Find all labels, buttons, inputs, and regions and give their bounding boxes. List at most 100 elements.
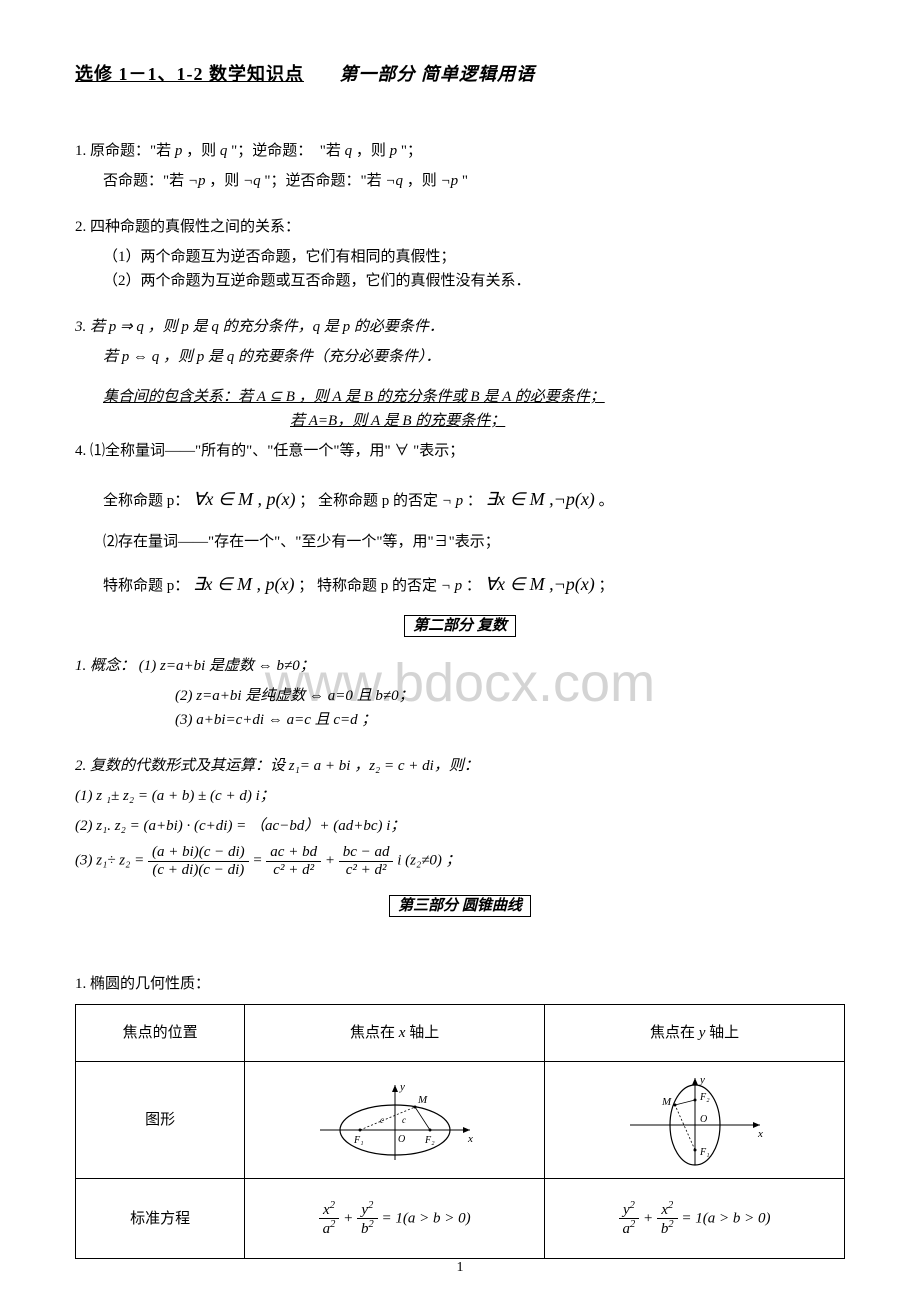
section-2-title: 第二部分 复数 <box>404 615 516 637</box>
svg-text:y: y <box>699 1074 705 1086</box>
td-eq-x: x2a2 + y2b2 = 1(a > b > 0) <box>245 1179 545 1259</box>
complex-1a: 1. 概念： (1) z=a+bi 是虚数 ⇔ b≠0； <box>75 654 845 678</box>
text: i <box>397 853 401 869</box>
frac-den: c² + d² <box>339 862 394 879</box>
section-3-header: 第三部分 圆锥曲线 <box>75 894 845 918</box>
var-negq: ¬q <box>385 173 403 189</box>
text: "； <box>397 143 422 159</box>
item-1: 1. 原命题："若 p ，则 q "；逆命题： "若 q ，则 p "； <box>75 139 845 163</box>
text: 特称命题 p： <box>103 578 189 594</box>
td-graph-label: 图形 <box>76 1062 245 1179</box>
text: 1. 原命题："若 <box>75 143 175 159</box>
svg-text:x: x <box>757 1128 763 1140</box>
text: ，则 <box>352 143 390 159</box>
text: ： <box>466 578 481 594</box>
fraction-3: bc − ad c² + d² <box>339 844 394 878</box>
item-2: 2. 四种命题的真假性之间的关系： <box>75 215 845 239</box>
svg-text:O: O <box>700 1114 707 1125</box>
complex-1c: (3) a+bi=c+di ⇔ a=c 且 c=d ； <box>175 708 845 732</box>
frac-den: (c + di)(c − di) <box>148 862 249 879</box>
set-rel-1: 集合间的包含关系：若 A ⊆ B ，则 A 是 B 的充分条件或 B 是 A 的… <box>103 385 845 409</box>
item-3b: 若 p ⇔ q ，则 p 是 q 的充要条件（充分必要条件）． <box>103 345 845 369</box>
td-graph-x: M F₁ F₂ O c c x y <box>245 1062 545 1179</box>
td-eq-label: 标准方程 <box>76 1179 245 1259</box>
var-negp: ¬p <box>188 173 206 189</box>
text: 。 <box>599 493 614 509</box>
ellipse-table: 焦点的位置 焦点在 x 轴上 焦点在 y 轴上 图形 M F₁ F₂ O c <box>75 1004 845 1259</box>
document-content: 选修 1－1、1-2 数学知识点 第一部分 简单逻辑用语 1. 原命题："若 p… <box>75 60 845 1259</box>
ellipse-x-axis-icon: M F₁ F₂ O c c x y <box>310 1075 480 1165</box>
formula-universal: ∀x ∈ M , p(x) <box>193 489 295 509</box>
frac-num: (a + bi)(c − di) <box>148 844 249 862</box>
fraction-2: ac + bd c² + d² <box>266 844 321 878</box>
text: "；逆命题： <box>227 143 312 159</box>
ellipse-y-axis-icon: M F₂ F₁ O x y <box>610 1070 780 1170</box>
text: ，则 <box>182 143 220 159</box>
text: "；逆否命题："若 <box>261 173 386 189</box>
formula-exist-neg: ∀x ∈ M ,¬p(x) <box>485 574 595 594</box>
text: ，则 <box>403 173 441 189</box>
svg-text:c: c <box>380 1115 384 1125</box>
frac-num: ac + bd <box>266 844 321 862</box>
th-y-axis: 焦点在 y 轴上 <box>545 1005 845 1062</box>
title-right: 第一部分 简单逻辑用语 <box>340 64 536 84</box>
th-focus: 焦点的位置 <box>76 1005 245 1062</box>
th-x-axis: 焦点在 x 轴上 <box>245 1005 545 1062</box>
item-1-neg: 否命题："若 ¬p ，则 ¬q "；逆否命题："若 ¬q ，则 ¬p " <box>103 169 845 193</box>
svg-text:F₂: F₂ <box>699 1092 710 1103</box>
svg-text:F₁: F₁ <box>699 1147 710 1158</box>
ellipse-title: 1. 椭圆的几何性质： <box>75 972 845 996</box>
complex-2-1: (1) z ₁± z₂ = (a + b) ± (c + d) i； <box>75 784 845 808</box>
svg-text:M: M <box>661 1096 672 1108</box>
svg-text:y: y <box>399 1081 405 1093</box>
text: ，则 <box>206 173 244 189</box>
var-negq: ¬q <box>243 173 261 189</box>
item-4-2: ⑵存在量词——"存在一个"、"至少有一个"等，用"∃"表示； <box>103 530 845 554</box>
svg-text:c: c <box>402 1115 406 1125</box>
table-row: 标准方程 x2a2 + y2b2 = 1(a > b > 0) y2a2 + x… <box>76 1179 845 1259</box>
complex-2-2: (2) z₁. z₂ = (a+bi) · (c+di) = （ac−bd）+ … <box>75 814 845 838</box>
table-row: 图形 M F₁ F₂ O c c x y <box>76 1062 845 1179</box>
item-2-1: （1）两个命题互为逆否命题，它们有相同的真假性； <box>103 245 845 269</box>
svg-text:O: O <box>398 1134 405 1145</box>
fraction-1: (a + bi)(c − di) (c + di)(c − di) <box>148 844 249 878</box>
text: ： <box>467 493 482 509</box>
var-negp: ¬p <box>441 173 459 189</box>
td-eq-y: y2a2 + x2b2 = 1(a > b > 0) <box>545 1179 845 1259</box>
td-graph-y: M F₂ F₁ O x y <box>545 1062 845 1179</box>
page-number: 1 <box>0 1257 920 1279</box>
complex-2: 2. 复数的代数形式及其运算：设 z₁= a + bi ，z₂ = c + di… <box>75 754 845 778</box>
item-3a: 3. 若 p ⇒ q ，则 p 是 q 的充分条件，q 是 p 的必要条件． <box>75 315 845 339</box>
svg-text:M: M <box>417 1094 428 1106</box>
text: ； 全称命题 p 的否定 <box>299 493 438 509</box>
text: (z₂≠0) ； <box>405 853 461 869</box>
svg-text:F₁: F₁ <box>353 1135 364 1146</box>
table-row: 焦点的位置 焦点在 x 轴上 焦点在 y 轴上 <box>76 1005 845 1062</box>
text: (3) z₁÷ z₂ = <box>75 853 148 869</box>
formula-universal-neg: ∃x ∈ M ,¬p(x) <box>486 489 595 509</box>
text: 全称命题 p： <box>103 493 189 509</box>
complex-1b: (2) z=a+bi 是纯虚数 ⇔ a=0 且 b≠0； <box>175 684 845 708</box>
formula-exist: ∃x ∈ M , p(x) <box>193 574 295 594</box>
frac-num: bc − ad <box>339 844 394 862</box>
item-2-2: （2）两个命题为互逆命题或互否命题，它们的真假性没有关系． <box>103 269 845 293</box>
section-3-title: 第三部分 圆锥曲线 <box>389 895 531 917</box>
page-title: 选修 1－1、1-2 数学知识点 第一部分 简单逻辑用语 <box>75 60 845 89</box>
text: ； 特称命题 p 的否定 <box>298 578 437 594</box>
frac-den: c² + d² <box>266 862 321 879</box>
text: "若 <box>320 143 345 159</box>
svg-text:x: x <box>467 1133 473 1145</box>
text: + <box>325 853 339 869</box>
item-4-1: 4. ⑴全称量词——"所有的"、"任意一个"等，用" ∀ "表示； <box>75 439 845 463</box>
complex-2-3: (3) z₁÷ z₂ = (a + bi)(c − di) (c + di)(c… <box>75 844 845 878</box>
title-left: 选修 1－1、1-2 数学知识点 <box>75 64 304 84</box>
negp: ¬ p <box>442 493 463 509</box>
text: ； <box>599 578 614 594</box>
set-rel-2: 若 A=B，则 A 是 B 的充要条件； <box>290 409 845 433</box>
negp: ¬ p <box>441 578 462 594</box>
text: = <box>252 853 266 869</box>
item-4-2-detail: 特称命题 p： ∃x ∈ M , p(x) ； 特称命题 p 的否定 ¬ p ：… <box>103 570 845 599</box>
text: " <box>458 173 468 189</box>
text: 否命题："若 <box>103 173 188 189</box>
svg-text:F₂: F₂ <box>424 1135 435 1146</box>
